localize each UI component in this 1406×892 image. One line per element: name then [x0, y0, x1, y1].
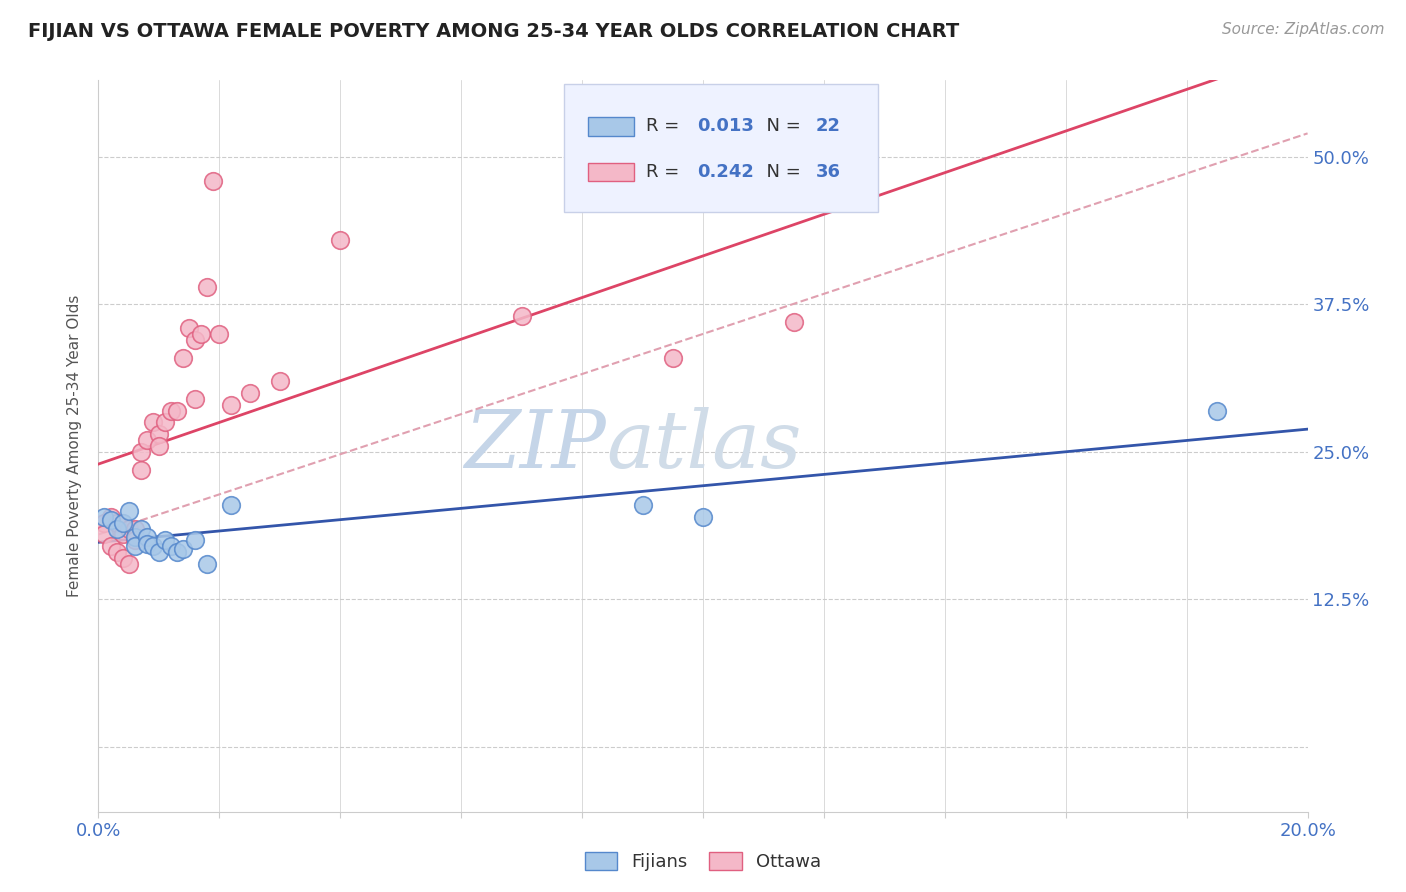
Text: 22: 22 — [815, 118, 841, 136]
Point — [105, 516, 128, 530]
Point — [160, 403, 183, 417]
Point — [148, 439, 170, 453]
Text: 0.242: 0.242 — [697, 162, 754, 181]
Point — [195, 557, 218, 571]
Point — [124, 533, 146, 548]
Point — [510, 310, 533, 324]
Point — [118, 522, 141, 536]
Point — [124, 530, 146, 544]
Point — [100, 513, 122, 527]
Text: ZIP: ZIP — [464, 408, 606, 484]
Point — [135, 530, 157, 544]
Point — [184, 333, 207, 347]
Point — [100, 539, 122, 553]
FancyBboxPatch shape — [564, 84, 879, 212]
Point — [208, 326, 231, 341]
Point — [111, 551, 134, 566]
Point — [202, 173, 225, 187]
Point — [93, 516, 115, 530]
Text: Source: ZipAtlas.com: Source: ZipAtlas.com — [1222, 22, 1385, 37]
Text: R =: R = — [647, 118, 685, 136]
Point — [142, 416, 165, 430]
Point — [184, 392, 207, 406]
Point — [135, 433, 157, 447]
Point — [783, 315, 806, 329]
Text: atlas: atlas — [606, 408, 801, 484]
Text: R =: R = — [647, 162, 685, 181]
Text: 0.013: 0.013 — [697, 118, 754, 136]
Point — [135, 537, 157, 551]
Point — [105, 522, 128, 536]
Point — [129, 462, 152, 476]
Text: N =: N = — [755, 118, 807, 136]
Point — [661, 351, 683, 365]
Point — [166, 403, 188, 417]
Point — [118, 557, 141, 571]
Point — [172, 541, 194, 556]
Point — [148, 427, 170, 442]
Legend: Fijians, Ottawa: Fijians, Ottawa — [578, 845, 828, 879]
Point — [195, 279, 218, 293]
Point — [692, 509, 714, 524]
Y-axis label: Female Poverty Among 25-34 Year Olds: Female Poverty Among 25-34 Year Olds — [67, 295, 83, 597]
Point — [124, 539, 146, 553]
Point — [1206, 403, 1229, 417]
Point — [190, 326, 212, 341]
Point — [105, 545, 128, 559]
Point — [111, 527, 134, 541]
Point — [124, 522, 146, 536]
FancyBboxPatch shape — [588, 162, 634, 181]
Point — [172, 351, 194, 365]
Point — [153, 416, 176, 430]
Text: 36: 36 — [815, 162, 841, 181]
Point — [221, 498, 243, 512]
Point — [179, 321, 201, 335]
Point — [269, 374, 291, 388]
FancyBboxPatch shape — [588, 117, 634, 136]
Point — [184, 533, 207, 548]
Text: FIJIAN VS OTTAWA FEMALE POVERTY AMONG 25-34 YEAR OLDS CORRELATION CHART: FIJIAN VS OTTAWA FEMALE POVERTY AMONG 25… — [28, 22, 959, 41]
Point — [111, 516, 134, 530]
Point — [93, 527, 115, 541]
Point — [221, 398, 243, 412]
Text: N =: N = — [755, 162, 807, 181]
Point — [148, 545, 170, 559]
Point — [160, 539, 183, 553]
Point — [142, 539, 165, 553]
Point — [100, 509, 122, 524]
Point — [118, 504, 141, 518]
Point — [93, 509, 115, 524]
Point — [239, 385, 262, 400]
Point — [129, 445, 152, 459]
Point — [153, 533, 176, 548]
Point — [329, 233, 352, 247]
Point — [166, 545, 188, 559]
Point — [129, 522, 152, 536]
Point — [631, 498, 654, 512]
